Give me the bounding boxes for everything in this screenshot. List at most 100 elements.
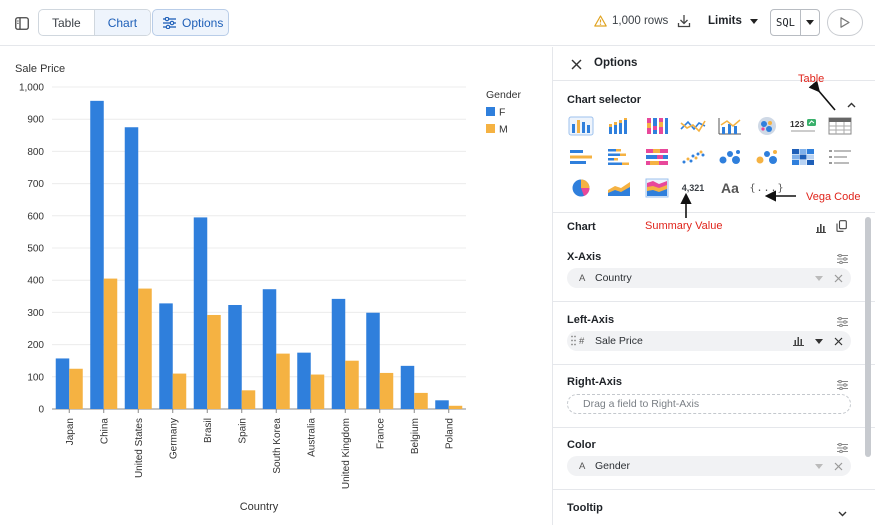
bar-chart-icon[interactable] xyxy=(815,220,827,238)
color-settings-icon[interactable] xyxy=(837,440,848,458)
options-button-label: Options xyxy=(182,15,224,30)
bar xyxy=(310,374,325,409)
sql-label: SQL xyxy=(771,10,801,35)
chevron-down-icon[interactable] xyxy=(838,504,847,522)
bar xyxy=(228,304,242,409)
x-tick-label: South Korea xyxy=(272,418,283,474)
view-switcher: Table Chart xyxy=(38,9,152,36)
y-tick-label: 900 xyxy=(27,115,44,126)
section-divider xyxy=(553,364,875,365)
bar xyxy=(276,353,290,409)
x-axis-field-pill[interactable]: A Country xyxy=(567,268,851,288)
bar xyxy=(400,365,415,409)
bubble-pack-chart-icon[interactable] xyxy=(753,115,781,137)
stacked-bar-chart-icon[interactable] xyxy=(643,115,671,137)
stacked-area-chart-icon[interactable] xyxy=(643,177,671,199)
x-axis-title: X-Axis xyxy=(567,251,602,263)
bar xyxy=(379,372,394,409)
y-tick-label: 200 xyxy=(27,340,44,351)
section-divider xyxy=(553,489,875,490)
kpi-chart-icon[interactable]: 123 xyxy=(789,115,817,137)
caret-down-icon[interactable] xyxy=(815,275,823,281)
bubble-chart-icon[interactable] xyxy=(716,146,744,168)
bar xyxy=(138,288,152,409)
text-chart-icon[interactable]: Aa xyxy=(721,180,739,196)
bar xyxy=(331,298,346,409)
section-divider xyxy=(553,301,875,302)
color-field-pill[interactable]: A Gender xyxy=(567,456,851,476)
x-tick-label: Australia xyxy=(306,418,317,457)
left-axis-settings-icon[interactable] xyxy=(837,314,848,332)
limits-dropdown[interactable]: Limits xyxy=(708,15,758,27)
right-axis-title: Right-Axis xyxy=(567,376,622,388)
left-axis-field-name: Sale Price xyxy=(595,335,643,347)
colored-bubble-chart-icon[interactable] xyxy=(753,146,781,168)
bar-chart-type-icon[interactable] xyxy=(567,115,595,137)
y-tick-label: 400 xyxy=(27,276,44,287)
line-chart-icon[interactable] xyxy=(679,115,707,137)
sidebar-toggle-icon[interactable] xyxy=(12,13,32,33)
download-icon[interactable] xyxy=(677,14,695,32)
copy-icon[interactable] xyxy=(836,219,847,237)
bar xyxy=(297,352,311,409)
section-divider xyxy=(553,427,875,428)
tab-chart[interactable]: Chart xyxy=(93,10,151,35)
horizontal-stacked-bar-icon[interactable] xyxy=(605,146,633,168)
color-field-name: Gender xyxy=(595,460,631,472)
list-chart-icon[interactable] xyxy=(826,146,854,168)
sql-button[interactable]: SQL xyxy=(770,9,820,36)
run-button[interactable] xyxy=(827,9,863,36)
combo-chart-icon[interactable] xyxy=(716,115,744,137)
left-axis-field-pill[interactable]: # Sale Price xyxy=(567,331,851,351)
bar xyxy=(435,400,449,409)
panel-scrollbar[interactable] xyxy=(865,217,871,457)
limits-label: Limits xyxy=(708,15,742,27)
chevron-up-icon[interactable] xyxy=(847,95,856,113)
bar-chart-icon[interactable] xyxy=(793,336,804,346)
row-count-label: 1,000 rows xyxy=(612,15,669,27)
x-axis-field-name: Country xyxy=(595,272,632,284)
x-tick-label: Belgium xyxy=(410,418,421,454)
caret-down-icon[interactable] xyxy=(815,338,823,344)
x-tick-label: Spain xyxy=(237,418,248,444)
right-axis-drop-zone[interactable]: Drag a field to Right-Axis xyxy=(567,394,851,414)
bar xyxy=(55,358,70,409)
pie-chart-icon[interactable] xyxy=(567,177,595,199)
tab-table[interactable]: Table xyxy=(52,15,81,30)
bar xyxy=(262,289,277,409)
x-tick-label: Germany xyxy=(168,418,179,459)
horizontal-normalized-bar-icon[interactable] xyxy=(643,146,671,168)
remove-field-icon[interactable] xyxy=(834,274,843,283)
table-chart-icon[interactable] xyxy=(826,115,854,137)
options-button[interactable]: Options xyxy=(152,9,229,36)
vega-code-chart-icon[interactable]: {...} xyxy=(749,182,785,194)
drag-handle-icon[interactable] xyxy=(571,335,576,349)
close-icon[interactable] xyxy=(571,57,582,75)
y-tick-label: 600 xyxy=(27,211,44,222)
grouped-bar-chart-icon[interactable] xyxy=(605,115,633,137)
vega-code-annotation: Vega Code xyxy=(806,191,861,203)
y-tick-label: 0 xyxy=(38,405,44,416)
sql-caret-down-icon[interactable] xyxy=(801,10,819,35)
remove-field-icon[interactable] xyxy=(834,462,843,471)
options-panel-header: Options xyxy=(553,47,875,81)
area-chart-icon[interactable] xyxy=(605,177,633,199)
right-axis-settings-icon[interactable] xyxy=(837,377,848,395)
tooltip-title: Tooltip xyxy=(567,502,603,514)
bar xyxy=(345,360,359,409)
y-tick-label: 100 xyxy=(27,372,44,383)
bar xyxy=(69,368,83,409)
remove-field-icon[interactable] xyxy=(834,337,843,346)
heatmap-chart-icon[interactable] xyxy=(789,146,817,168)
bar xyxy=(159,303,173,409)
scatter-chart-icon[interactable] xyxy=(679,146,707,168)
y-tick-label: 500 xyxy=(27,244,44,255)
caret-down-icon[interactable] xyxy=(815,463,823,469)
x-tick-label: United States xyxy=(134,418,145,478)
string-type-icon: A xyxy=(579,460,586,472)
number-type-icon: # xyxy=(579,335,585,347)
x-axis-settings-icon[interactable] xyxy=(837,251,848,269)
summary-value-chart-icon[interactable]: 4,321 xyxy=(681,183,705,193)
x-tick-label: Brasil xyxy=(203,418,214,443)
horizontal-bar-chart-icon[interactable] xyxy=(567,146,595,168)
